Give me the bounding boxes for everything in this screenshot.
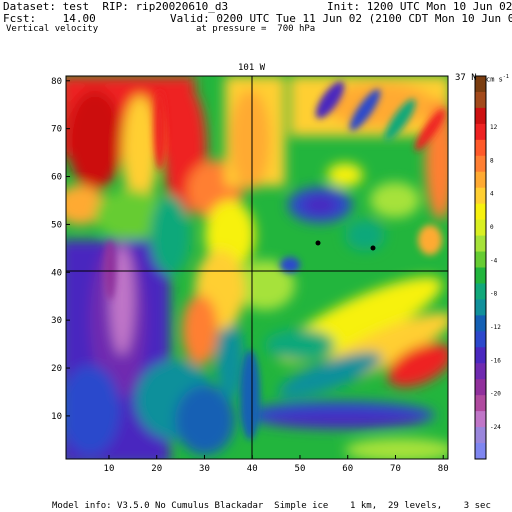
y-tick-label: 20: [51, 364, 62, 374]
colorbar-label: -12: [490, 324, 501, 331]
colorbar-label: 8: [490, 157, 494, 164]
x-tick-label: 80: [438, 464, 449, 474]
colorbar-swatch: [475, 139, 486, 157]
colorbar-label: 4: [490, 191, 494, 198]
x-axis: 10 20 30 40 50 60 70 80: [104, 455, 449, 474]
colorbar-swatch: [475, 427, 486, 444]
colorbar-swatch: [475, 299, 486, 316]
dataset-label: Dataset: test RIP: rip20020610_d3: [3, 0, 229, 13]
latitude-label: 37 N: [455, 73, 477, 83]
colorbar: [475, 76, 486, 460]
colorbar-swatch: [475, 443, 486, 460]
y-tick-label: 80: [51, 77, 62, 87]
colorbar-label: 0: [490, 224, 494, 231]
y-tick-label: 70: [51, 125, 62, 135]
y-tick-label: 60: [51, 173, 62, 183]
colorbar-swatch: [475, 235, 486, 253]
x-tick-label: 10: [104, 464, 115, 474]
longitude-label: 101 W: [238, 63, 266, 73]
colorbar-labels: 12 8 4 0 -4 -8 -12 -16 -20 -24: [490, 124, 501, 431]
velocity-field: [66, 76, 448, 459]
y-tick-label: 50: [51, 220, 62, 230]
colorbar-label: -8: [490, 291, 498, 298]
pressure-level-label: at pressure = 700 hPa: [196, 24, 316, 34]
x-tick-label: 70: [390, 464, 401, 474]
x-tick-label: 40: [247, 464, 258, 474]
y-axis: 10 20 30 40 50 60 70 80: [51, 77, 70, 422]
colorbar-swatch: [475, 395, 486, 412]
model-info-label: Model info: V3.5.0 No Cumulus Blackadar …: [52, 501, 491, 511]
colorbar-swatch: [475, 283, 486, 300]
colorbar-units: cm s-1: [486, 74, 509, 84]
colorbar-label: 12: [490, 124, 498, 131]
colorbar-swatch: [475, 171, 486, 189]
colorbar-swatch: [475, 267, 486, 284]
colorbar-swatch: [475, 203, 486, 221]
colorbar-frame: [474, 75, 487, 460]
init-label: Init: 1200 UTC Mon 10 Jun 02: [327, 0, 512, 13]
field-name-label: Vertical velocity: [6, 24, 99, 34]
x-tick-label: 30: [199, 464, 210, 474]
forecast-label: Fcst: 14.00: [3, 12, 96, 25]
colorbar-swatch: [475, 187, 486, 205]
y-tick-label: 30: [51, 316, 62, 326]
colorbar-swatch: [475, 219, 486, 237]
plot-frame: [65, 75, 449, 460]
valid-time-label: Valid: 0200 UTC Tue 11 Jun 02 (2100 CDT …: [170, 12, 512, 25]
colorbar-swatch: [475, 379, 486, 396]
colorbar-label: -24: [490, 424, 501, 431]
colorbar-swatch: [475, 107, 486, 125]
colorbar-swatch: [475, 76, 486, 93]
x-tick-label: 60: [342, 464, 353, 474]
x-tick-label: 50: [295, 464, 306, 474]
colorbar-swatch: [475, 155, 486, 173]
colorbar-label: -4: [490, 257, 498, 264]
colorbar-swatch: [475, 91, 486, 109]
colorbar-swatch: [475, 123, 486, 141]
colorbar-swatch: [475, 331, 486, 348]
colorbar-label: -20: [490, 391, 501, 398]
colorbar-swatch: [475, 315, 486, 332]
colorbar-label: -16: [490, 357, 501, 364]
y-tick-label: 10: [51, 412, 62, 422]
colorbar-swatch: [475, 251, 486, 268]
colorbar-swatch: [475, 411, 486, 428]
x-tick-label: 20: [151, 464, 162, 474]
y-tick-label: 40: [51, 268, 62, 278]
colorbar-swatch: [475, 363, 486, 380]
colorbar-swatch: [475, 347, 486, 364]
